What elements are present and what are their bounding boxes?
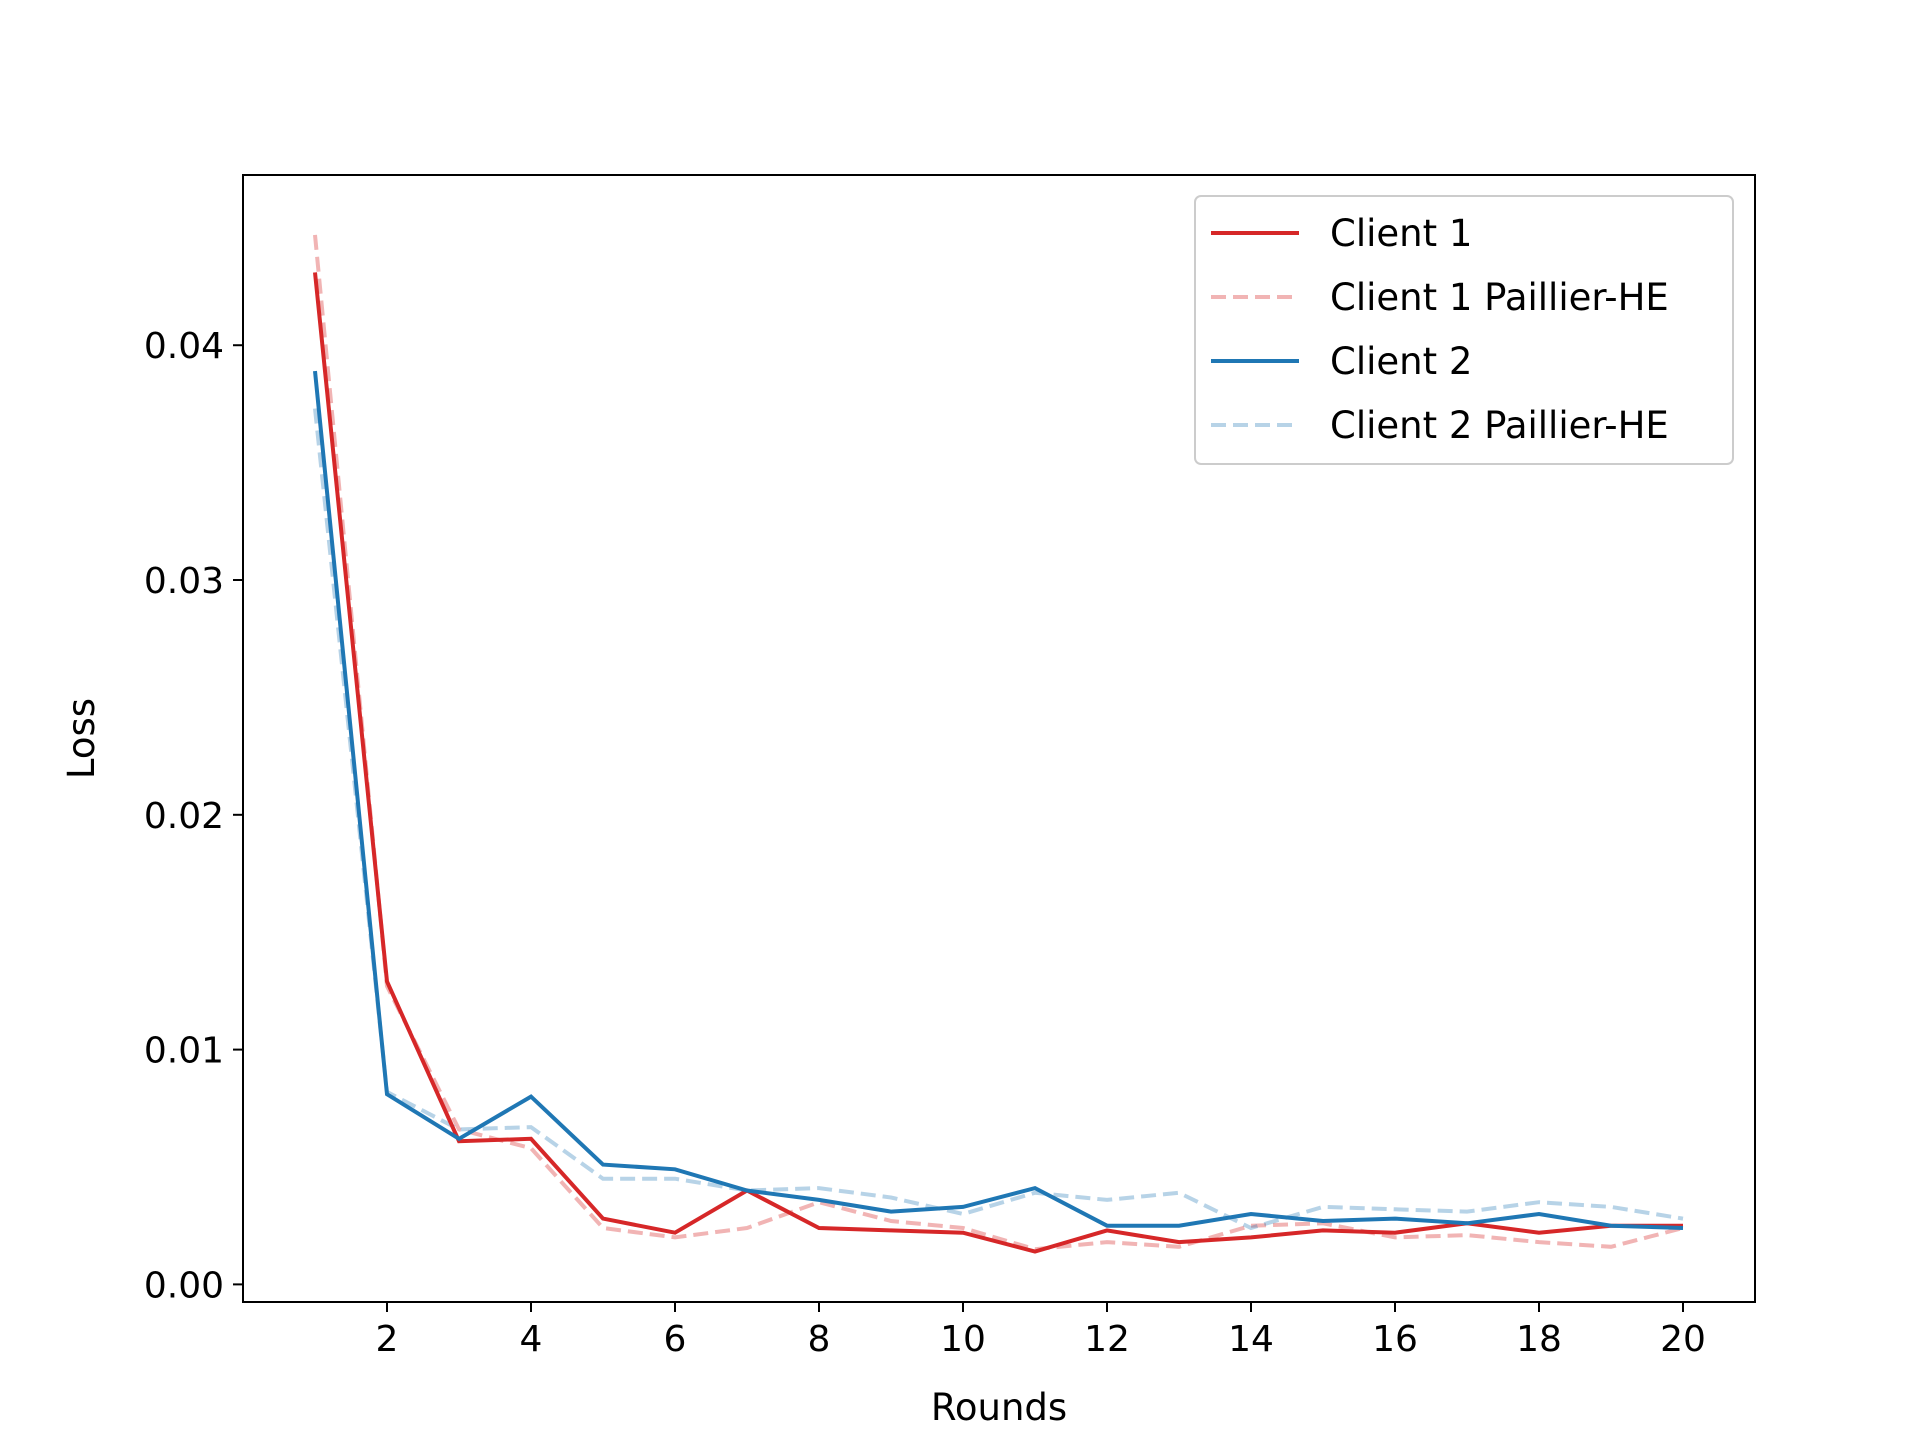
x-tick-label: 4: [520, 1319, 543, 1360]
y-tick-label: 0.04: [144, 326, 224, 367]
x-tick-label: 14: [1228, 1319, 1274, 1360]
y-tick-label: 0.00: [144, 1265, 224, 1306]
legend-label: Client 2: [1330, 340, 1472, 383]
series-lines: [313, 234, 1684, 1254]
series-line-3: [313, 370, 1684, 1230]
x-axis-label: Rounds: [931, 1386, 1067, 1429]
legend: Client 1 Client 1 Paillier-HE Client 2 Clie…: [1194, 195, 1734, 465]
legend-label: Client 2 Paillier-HE: [1330, 404, 1669, 447]
y-tick-label: 0.03: [144, 561, 224, 602]
legend-label: Client 1 Paillier-HE: [1330, 276, 1669, 319]
legend-label: Client 1: [1330, 212, 1472, 255]
series-line-4: [313, 408, 1684, 1231]
y-tick-label: 0.01: [144, 1031, 224, 1072]
series-line-1: [313, 272, 1683, 1254]
y-tick-label: 0.02: [144, 796, 224, 837]
plot-frame: [242, 174, 1756, 1303]
y-axis-label: Loss: [60, 698, 103, 779]
series-line-2: [313, 234, 1684, 1252]
x-tick-label: 8: [808, 1319, 831, 1360]
x-tick-label: 18: [1516, 1319, 1562, 1360]
x-tick-label: 12: [1084, 1319, 1130, 1360]
x-tick-label: 2: [376, 1319, 399, 1360]
legend-box: [1194, 195, 1734, 465]
x-tick-label: 20: [1660, 1319, 1706, 1360]
axis-ticks: 2 4 6 8 10 12 14 16 18 20 0.00 0.01 0.02 0.03 0.04: [144, 326, 1706, 1360]
x-tick-label: 6: [664, 1319, 687, 1360]
x-tick-label: 16: [1372, 1319, 1418, 1360]
x-tick-label: 10: [940, 1319, 986, 1360]
